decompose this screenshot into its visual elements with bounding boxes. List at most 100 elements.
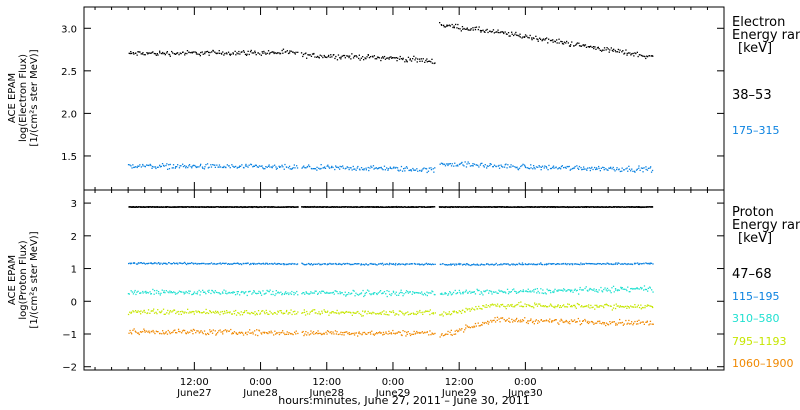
proton-point-series-0 bbox=[310, 206, 312, 208]
proton-ytick-label: −1 bbox=[62, 330, 77, 341]
proton-point-series-2 bbox=[263, 293, 265, 295]
proton-point-series-4 bbox=[202, 332, 204, 335]
electron-point-series-0 bbox=[326, 56, 328, 59]
proton-point-series-3 bbox=[492, 304, 494, 306]
proton-point-series-2 bbox=[136, 291, 138, 293]
electron-point-series-0 bbox=[491, 30, 493, 33]
electron-point-series-0 bbox=[364, 57, 366, 59]
proton-ytick-label: 2 bbox=[71, 232, 77, 243]
proton-point-series-2 bbox=[638, 288, 640, 290]
electron-point-series-0 bbox=[358, 57, 360, 60]
proton-point-series-3 bbox=[385, 311, 387, 313]
proton-point-series-2 bbox=[382, 292, 384, 294]
proton-point-series-4 bbox=[178, 330, 180, 332]
proton-point-series-0 bbox=[274, 206, 276, 208]
electron-point-series-0 bbox=[328, 54, 330, 57]
electron-point-series-1 bbox=[588, 167, 591, 169]
electron-point-series-1 bbox=[326, 165, 328, 167]
proton-point-series-0 bbox=[301, 206, 303, 208]
proton-point-series-2 bbox=[159, 294, 161, 296]
proton-point-series-0 bbox=[202, 206, 204, 208]
proton-point-series-2 bbox=[274, 294, 276, 297]
proton-point-series-2 bbox=[131, 291, 133, 293]
proton-point-series-1 bbox=[637, 262, 639, 264]
proton-point-series-1 bbox=[165, 263, 167, 265]
proton-point-series-1 bbox=[378, 263, 380, 265]
proton-point-series-3 bbox=[557, 305, 559, 307]
electron-point-series-0 bbox=[174, 53, 176, 55]
electron-point-series-0 bbox=[548, 38, 550, 40]
electron-point-series-0 bbox=[206, 50, 209, 53]
proton-point-series-3 bbox=[332, 311, 334, 313]
electron-point-series-1 bbox=[541, 165, 544, 167]
proton-point-series-0 bbox=[470, 206, 472, 208]
electron-point-series-1 bbox=[467, 161, 469, 163]
electron-point-series-1 bbox=[420, 170, 423, 172]
electron-point-series-1 bbox=[546, 167, 548, 169]
proton-point-series-1 bbox=[146, 262, 148, 265]
proton-point-series-1 bbox=[140, 262, 142, 264]
proton-point-series-1 bbox=[313, 263, 315, 265]
proton-point-series-2 bbox=[139, 292, 141, 294]
electron-point-series-1 bbox=[202, 167, 204, 169]
proton-point-series-3 bbox=[272, 313, 274, 315]
proton-point-series-3 bbox=[192, 310, 194, 313]
electron-point-series-0 bbox=[431, 58, 433, 60]
proton-point-series-4 bbox=[343, 334, 345, 336]
proton-point-series-4 bbox=[287, 333, 289, 335]
proton-point-series-4 bbox=[458, 330, 460, 332]
proton-point-series-2 bbox=[309, 292, 311, 295]
electron-point-series-0 bbox=[230, 53, 232, 55]
electron-point-series-1 bbox=[486, 167, 488, 169]
proton-point-series-2 bbox=[237, 291, 239, 293]
electron-point-series-0 bbox=[414, 59, 416, 61]
electron-point-series-0 bbox=[190, 52, 192, 54]
proton-point-series-3 bbox=[394, 314, 396, 316]
proton-point-series-2 bbox=[452, 291, 455, 294]
proton-point-series-2 bbox=[278, 292, 280, 294]
proton-point-series-3 bbox=[407, 314, 410, 316]
proton-point-series-4 bbox=[417, 332, 419, 334]
electron-point-series-0 bbox=[311, 53, 314, 55]
electron-point-series-0 bbox=[339, 57, 341, 59]
proton-point-series-0 bbox=[485, 206, 487, 208]
proton-point-series-4 bbox=[603, 323, 605, 325]
proton-point-series-2 bbox=[478, 289, 480, 292]
proton-point-series-4 bbox=[492, 319, 494, 322]
proton-point-series-4 bbox=[612, 321, 614, 323]
electron-point-series-1 bbox=[379, 167, 381, 169]
electron-point-series-1 bbox=[246, 165, 248, 167]
proton-point-series-1 bbox=[332, 263, 334, 265]
proton-point-series-1 bbox=[556, 263, 558, 265]
proton-point-series-1 bbox=[302, 263, 304, 265]
proton-point-series-3 bbox=[326, 311, 328, 313]
electron-point-series-1 bbox=[468, 162, 470, 165]
electron-point-series-1 bbox=[395, 166, 397, 169]
electron-ylabel-line3: [1/(cm²s ster MeV)] bbox=[29, 49, 40, 146]
proton-point-series-4 bbox=[464, 329, 466, 331]
electron-point-series-1 bbox=[446, 163, 448, 165]
proton-point-series-2 bbox=[547, 289, 549, 292]
proton-point-series-4 bbox=[182, 329, 185, 331]
electron-point-series-1 bbox=[557, 168, 559, 170]
electron-point-series-1 bbox=[591, 166, 593, 168]
proton-point-series-1 bbox=[360, 263, 362, 265]
electron-point-series-1 bbox=[265, 166, 267, 168]
proton-point-series-4 bbox=[396, 332, 398, 334]
proton-point-series-2 bbox=[344, 291, 346, 293]
proton-point-series-0 bbox=[387, 206, 389, 208]
proton-point-series-2 bbox=[302, 292, 304, 294]
electron-point-series-1 bbox=[568, 165, 570, 168]
proton-point-series-0 bbox=[614, 206, 617, 208]
electron-point-series-1 bbox=[569, 169, 571, 171]
proton-point-series-2 bbox=[614, 288, 617, 290]
proton-point-series-1 bbox=[236, 262, 238, 264]
proton-point-series-1 bbox=[161, 263, 164, 265]
electron-point-series-1 bbox=[598, 167, 600, 170]
proton-point-series-2 bbox=[529, 290, 531, 292]
proton-point-series-2 bbox=[220, 293, 222, 295]
proton-point-series-4 bbox=[325, 331, 327, 333]
proton-point-series-0 bbox=[434, 206, 436, 208]
electron-point-series-1 bbox=[264, 168, 266, 170]
proton-point-series-2 bbox=[606, 290, 608, 292]
